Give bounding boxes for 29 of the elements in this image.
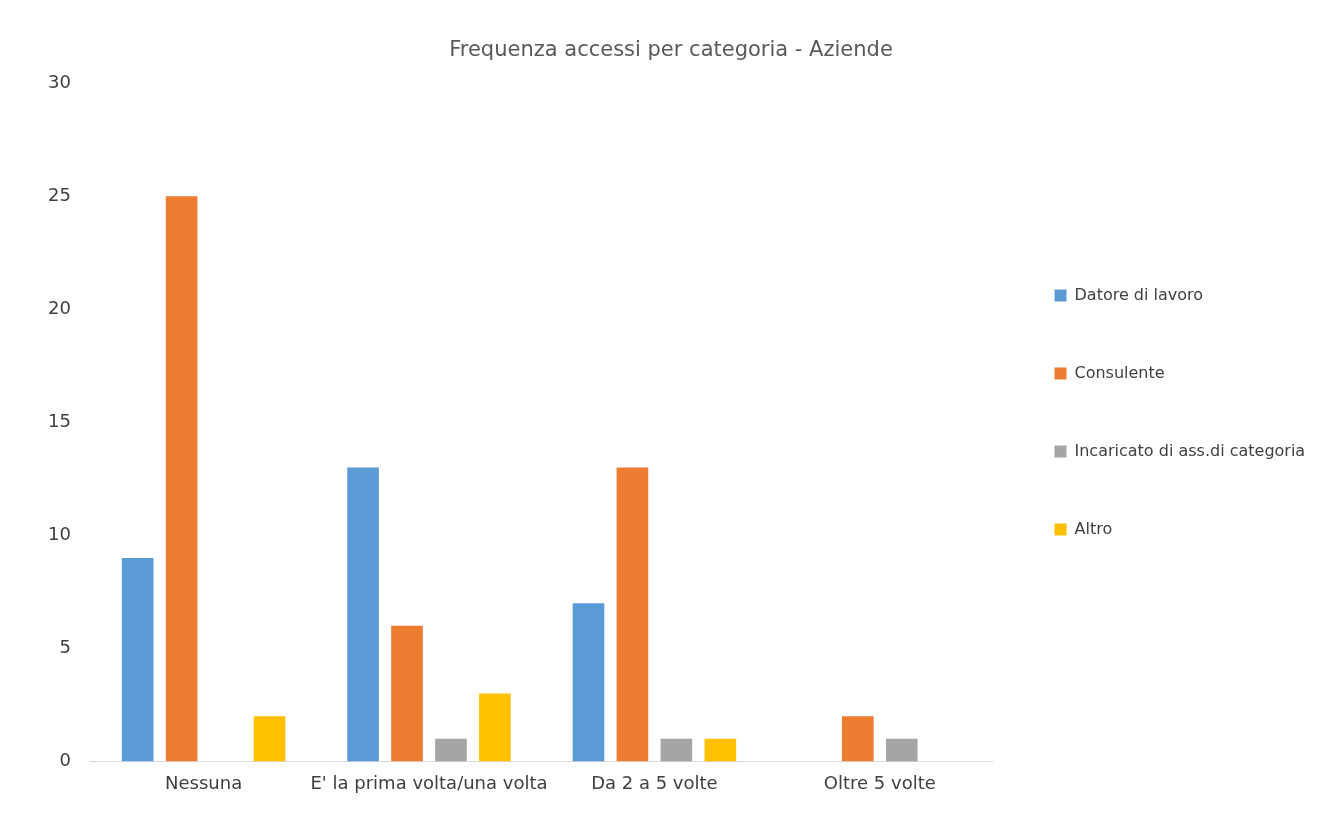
legend-label: Datore di lavoro [1074, 284, 1204, 304]
y-tick-label: 0 [59, 749, 71, 771]
y-tick-label: 30 [48, 70, 71, 92]
bar [391, 625, 423, 762]
x-tick-label: Nessuna [165, 771, 243, 793]
legend-label: Consulente [1074, 362, 1165, 382]
x-tick-label: Da 2 a 5 volte [591, 771, 718, 793]
legend-label: Incaricato di ass.di categoria [1074, 440, 1306, 460]
bar [253, 716, 286, 762]
bar [479, 693, 511, 762]
bar [165, 196, 198, 762]
bar [885, 738, 918, 762]
bar [121, 557, 154, 762]
x-tick-label: E' la prima volta/una volta [310, 771, 548, 793]
bar [616, 467, 649, 762]
legend-label: Altro [1074, 518, 1113, 538]
chart-title: Frequenza accessi per categoria - Aziende [449, 37, 893, 62]
bar [572, 603, 605, 762]
y-tick-label: 15 [48, 409, 71, 431]
y-tick-label: 10 [48, 523, 71, 545]
bar [347, 467, 379, 762]
bar [842, 716, 874, 762]
y-tick-label: 5 [59, 636, 71, 658]
bar [660, 738, 693, 762]
x-tick-label: Oltre 5 volte [823, 771, 936, 793]
y-tick-label: 20 [48, 296, 71, 318]
bar [704, 738, 737, 762]
y-tick-label: 25 [48, 183, 71, 205]
bar [435, 738, 467, 762]
